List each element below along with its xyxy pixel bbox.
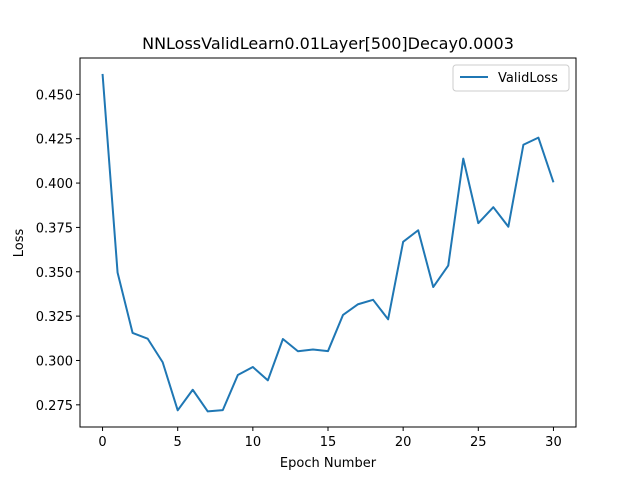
x-tick-label: 20 bbox=[395, 435, 412, 450]
chart-title: NNLossValidLearn0.01Layer[500]Decay0.000… bbox=[142, 34, 514, 53]
y-tick-label: 0.325 bbox=[36, 310, 73, 325]
x-tick-label: 30 bbox=[545, 435, 562, 450]
y-axis-label: Loss bbox=[12, 229, 27, 258]
x-axis-label: Epoch Number bbox=[280, 456, 377, 471]
y-tick-label: 0.300 bbox=[36, 354, 73, 369]
x-tick-label: 5 bbox=[174, 435, 182, 450]
legend-box bbox=[452, 64, 570, 92]
y-tick-label: 0.375 bbox=[36, 221, 73, 236]
y-axis: 0.275 0.300 0.325 0.350 0.375 0.400 0.425 0.450 bbox=[36, 88, 80, 414]
y-tick-label: 0.450 bbox=[36, 88, 73, 103]
y-tick-label: 0.425 bbox=[36, 133, 73, 148]
series-line-validloss bbox=[101, 73, 555, 413]
legend-entry-label: ValidLoss bbox=[498, 71, 558, 86]
x-axis: 0 5 10 15 20 25 30 bbox=[98, 427, 562, 450]
legend: ValidLoss bbox=[452, 64, 570, 92]
y-tick-label: 0.400 bbox=[36, 177, 73, 192]
x-tick-label: 10 bbox=[245, 435, 262, 450]
x-tick-label: 0 bbox=[98, 435, 106, 450]
x-tick-label: 15 bbox=[320, 435, 337, 450]
y-tick-label: 0.350 bbox=[36, 266, 73, 281]
y-tick-label: 0.275 bbox=[36, 399, 73, 414]
x-tick-label: 25 bbox=[470, 435, 487, 450]
